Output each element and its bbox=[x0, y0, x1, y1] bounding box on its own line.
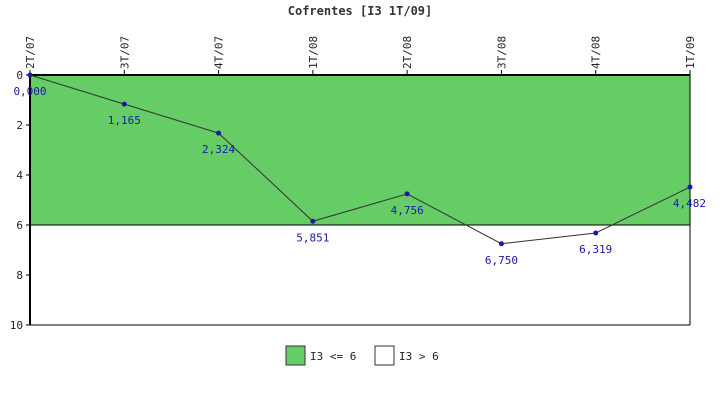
data-point bbox=[121, 101, 127, 107]
data-labels: 0,000 1,165 2,324 5,851 4,756 6,750 6,319 4,482 bbox=[13, 85, 706, 267]
y-tick-label: 2 bbox=[16, 119, 23, 132]
data-label: 6,319 bbox=[579, 243, 612, 256]
data-point bbox=[310, 218, 316, 224]
y-tick-label: 8 bbox=[16, 269, 23, 282]
x-tick-label: 1T/09 bbox=[684, 36, 697, 69]
series-line bbox=[29, 74, 691, 245]
y-tick-label: 10 bbox=[10, 319, 23, 332]
chart-title: Cofrentes [I3 1T/09] bbox=[288, 4, 433, 18]
x-tick-label: 4T/07 bbox=[213, 36, 226, 69]
x-tick-label: 2T/07 bbox=[24, 36, 37, 69]
data-label: 2,324 bbox=[202, 143, 235, 156]
legend-label: I3 > 6 bbox=[399, 350, 439, 363]
x-tick-label: 2T/08 bbox=[401, 36, 414, 69]
y-tick-label: 6 bbox=[16, 219, 23, 232]
band-1 bbox=[30, 225, 690, 325]
axes bbox=[29, 74, 691, 326]
x-tick-label: 3T/07 bbox=[118, 36, 131, 69]
data-point bbox=[216, 130, 222, 136]
data-point bbox=[593, 230, 599, 236]
x-tick-label: 3T/08 bbox=[495, 36, 508, 69]
x-tick-label: 1T/08 bbox=[307, 36, 320, 69]
data-point bbox=[404, 191, 410, 197]
y-axis-ticks: 0 2 4 6 8 10 bbox=[10, 69, 30, 332]
data-label: 6,750 bbox=[485, 254, 518, 267]
band-0 bbox=[30, 75, 690, 225]
data-point bbox=[687, 184, 693, 190]
y-tick-label: 0 bbox=[16, 69, 23, 82]
legend-label: I3 <= 6 bbox=[310, 350, 356, 363]
x-axis-ticks: 2T/07 3T/07 4T/07 1T/08 2T/08 3T/08 4T/08 1T/09 bbox=[24, 36, 697, 75]
legend: I3 <= 6 I3 > 6 bbox=[285, 345, 439, 366]
legend-swatch bbox=[285, 345, 306, 366]
data-label: 1,165 bbox=[108, 114, 141, 127]
data-label: 5,851 bbox=[296, 231, 329, 244]
data-label: 4,482 bbox=[673, 197, 706, 210]
data-point bbox=[498, 241, 504, 247]
legend-swatch bbox=[374, 345, 395, 366]
data-label: 0,000 bbox=[13, 85, 46, 98]
data-series bbox=[27, 72, 693, 247]
threshold-bands bbox=[30, 75, 690, 325]
data-label: 4,756 bbox=[391, 204, 424, 217]
data-point bbox=[27, 72, 33, 78]
x-tick-label: 4T/08 bbox=[590, 36, 603, 69]
y-tick-label: 4 bbox=[16, 169, 23, 182]
